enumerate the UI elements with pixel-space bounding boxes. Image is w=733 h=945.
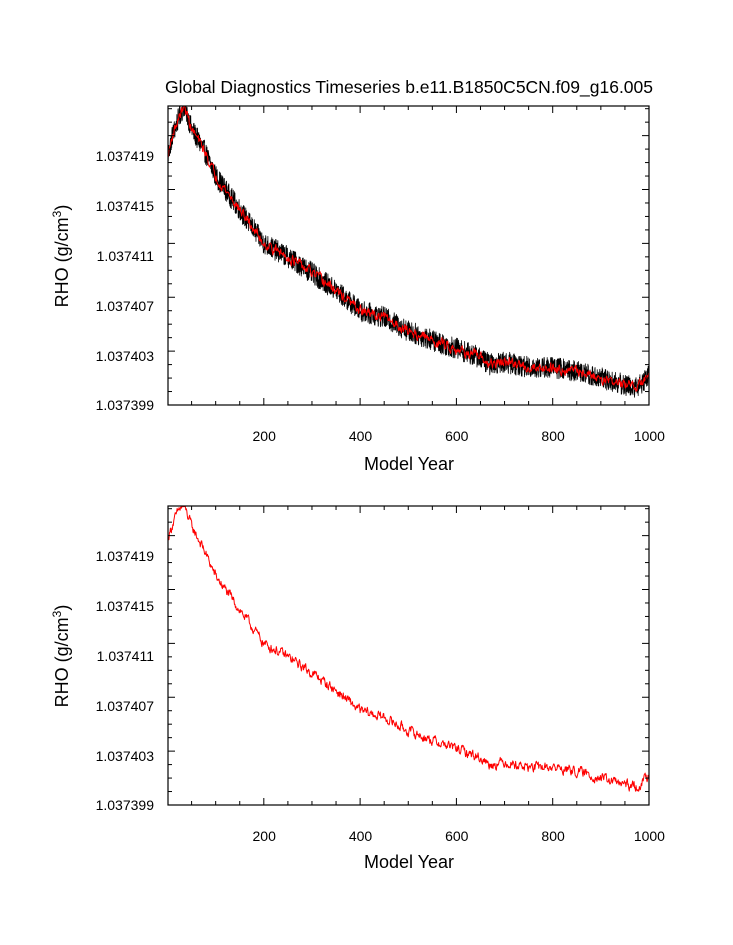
top-y-ticks (168, 108, 649, 406)
top-y-tick-label: 1.037407 (96, 298, 155, 314)
top-y-axis-label-end: ) (52, 205, 72, 211)
bottom-x-tick-label: 400 (349, 828, 373, 844)
bottom-x-tick-label: 200 (253, 828, 277, 844)
bottom-y-tick-label: 1.037415 (96, 598, 155, 614)
bottom-y-ticks (168, 508, 649, 806)
bottom-chart: 200 400 600 800 1000 1.037399 1.037403 1… (50, 505, 665, 872)
top-x-axis-label: Model Year (364, 454, 454, 474)
bottom-y-tick-label: 1.037403 (96, 748, 155, 764)
top-plot-area (167, 106, 650, 398)
top-x-tick-label: 800 (541, 428, 565, 444)
top-y-tick-label: 1.037419 (96, 148, 155, 164)
top-chart: 200 400 600 800 1000 1.037399 1.037403 1… (50, 105, 665, 474)
top-x-tick-label: 200 (253, 428, 277, 444)
bottom-y-axis-label-sup: 3 (50, 610, 64, 617)
bottom-y-axis-label: RHO (g/cm3) (50, 605, 72, 708)
top-x-ticks (191, 106, 650, 405)
top-y-axis-label-sup: 3 (50, 210, 64, 217)
top-y-tick-label: 1.037415 (96, 198, 155, 214)
series-line-smoothed (167, 106, 650, 392)
top-series-smoothed (167, 106, 650, 392)
bottom-plot-area (167, 506, 650, 792)
bottom-y-tick-label: 1.037407 (96, 698, 155, 714)
top-y-axis-label: RHO (g/cm3) (50, 205, 72, 308)
bottom-x-ticks (191, 506, 650, 805)
bottom-series-smoothed (167, 506, 650, 792)
top-x-tick-label: 400 (349, 428, 373, 444)
bottom-x-tick-label: 600 (445, 828, 469, 844)
chart-title: Global Diagnostics Timeseries b.e11.B185… (165, 77, 653, 98)
top-y-axis-label-main: RHO (g/cm (52, 217, 72, 307)
top-y-tick-label: 1.037411 (97, 248, 155, 264)
top-x-tick-label: 600 (445, 428, 469, 444)
bottom-y-tick-label: 1.037411 (97, 648, 155, 664)
series-line-smoothed (167, 506, 650, 792)
bottom-x-tick-label: 1000 (634, 828, 665, 844)
bottom-x-tick-label: 800 (541, 828, 565, 844)
bottom-y-axis-label-main: RHO (g/cm (52, 617, 72, 707)
top-x-tick-label: 1000 (634, 428, 665, 444)
top-y-tick-label: 1.037403 (96, 348, 155, 364)
bottom-y-tick-label: 1.037399 (96, 797, 155, 813)
bottom-y-axis-label-end: ) (52, 605, 72, 611)
bottom-y-tick-label: 1.037419 (96, 548, 155, 564)
bottom-x-axis-label: Model Year (364, 852, 454, 872)
top-y-tick-label: 1.037399 (96, 397, 155, 413)
